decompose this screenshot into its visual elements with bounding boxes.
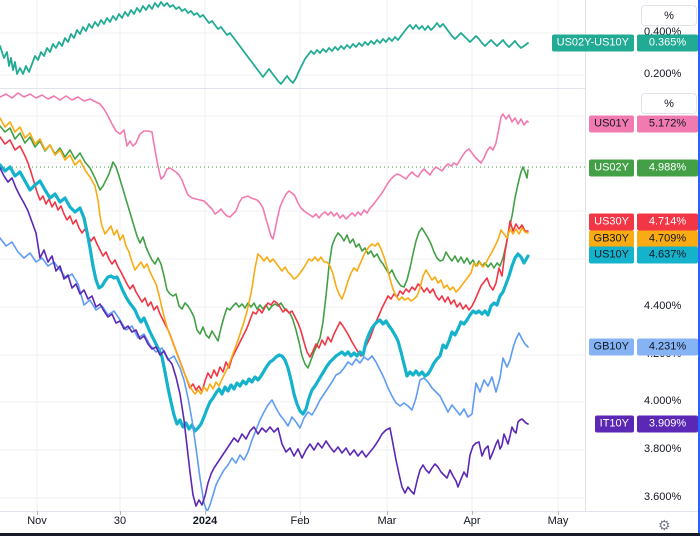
series-line-US10Y[interactable] <box>0 163 530 433</box>
price-label-value-US30Y[interactable]: 4.714% <box>637 213 698 231</box>
spread-percent-scale-button[interactable]: % <box>641 5 697 26</box>
price-label-name-GB10Y[interactable]: GB10Y <box>588 338 634 356</box>
window-bottom-edge <box>0 533 700 536</box>
series-line-US30Y[interactable] <box>0 136 529 393</box>
time-axis-tick <box>387 511 388 515</box>
time-axis-tick <box>300 511 301 515</box>
series-line-IT10Y[interactable] <box>0 167 529 507</box>
time-axis-label-Mar: Mar <box>377 515 397 527</box>
price-axis-label: 3.800% <box>644 443 682 455</box>
spread-chart-svg[interactable] <box>0 0 585 88</box>
time-axis-label-Feb: Feb <box>290 515 310 527</box>
series-line-US02Y-US10Y[interactable] <box>0 1 529 85</box>
yields-pane[interactable] <box>0 89 585 511</box>
time-axis-label-Apr: Apr <box>463 515 481 527</box>
time-axis-label-2024: 2024 <box>192 515 218 527</box>
price-axis-label: 4.000% <box>644 395 682 407</box>
price-label-value-GB30Y[interactable]: 4.709% <box>637 230 698 248</box>
price-label-name-US30Y[interactable]: US30Y <box>589 213 634 231</box>
price-label-value-US01Y[interactable]: 5.172% <box>637 115 698 133</box>
series-line-US01Y[interactable] <box>0 92 529 240</box>
series-line-US02Y[interactable] <box>0 125 529 369</box>
price-label-value-GB10Y[interactable]: 4.231% <box>637 338 698 356</box>
price-label-name-GB30Y[interactable]: GB30Y <box>588 230 634 248</box>
time-axis-tick <box>120 511 121 515</box>
spread-pane[interactable] <box>0 0 585 88</box>
time-axis-tick <box>472 511 473 515</box>
pane-divider[interactable] <box>0 88 585 89</box>
price-label-value-US10Y[interactable]: 4.637% <box>637 246 698 264</box>
price-axis-label: 3.600% <box>644 491 682 503</box>
window-accent-edge <box>698 0 700 536</box>
yields-chart-svg[interactable] <box>0 89 585 511</box>
price-label-name-US10Y[interactable]: US10Y <box>589 246 634 264</box>
time-axis-tick <box>37 511 38 515</box>
price-label-name-US02Y-US10Y[interactable]: US02Y-US10Y <box>551 34 634 52</box>
price-label-value-US02Y[interactable]: 4.988% <box>637 159 698 177</box>
price-label-name-US01Y[interactable]: US01Y <box>589 115 634 133</box>
series-line-GB30Y[interactable] <box>0 117 529 395</box>
time-axis-label-Nov: Nov <box>27 515 47 527</box>
time-axis-label-May: May <box>547 515 569 527</box>
settings-gear-icon[interactable]: ⚙ <box>658 517 671 533</box>
yields-percent-scale-button[interactable]: % <box>641 93 697 114</box>
price-axis-label: 0.200% <box>644 68 682 80</box>
price-label-value-IT10Y[interactable]: 3.909% <box>637 415 698 433</box>
time-axis-tick <box>205 511 206 515</box>
price-label-value-US02Y-US10Y[interactable]: 0.365% <box>637 34 698 52</box>
time-axis-tick <box>558 511 559 515</box>
time-axis-border <box>0 511 700 512</box>
price-axis-border <box>585 0 586 511</box>
price-label-name-IT10Y[interactable]: IT10Y <box>594 415 634 433</box>
series-line-GB10Y[interactable] <box>0 237 529 511</box>
price-label-name-US02Y[interactable]: US02Y <box>589 159 634 177</box>
price-axis-label: 4.400% <box>644 300 682 312</box>
time-axis-label-30: 30 <box>113 515 127 527</box>
